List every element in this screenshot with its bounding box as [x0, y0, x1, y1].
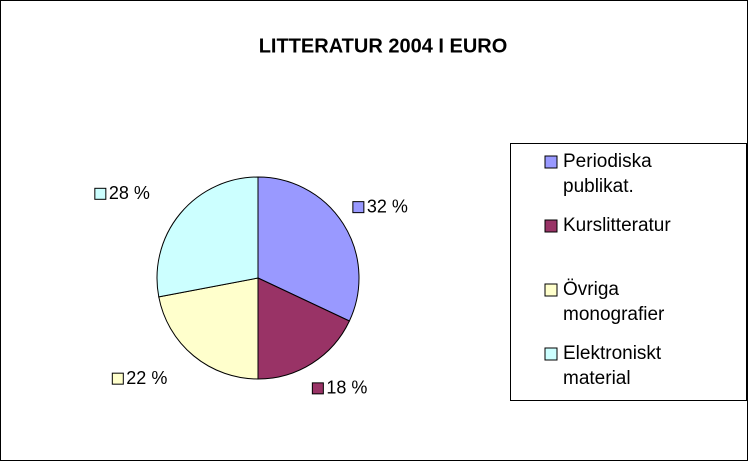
legend-swatch [544, 155, 558, 169]
legend-line: publikat. [563, 176, 634, 197]
legend-line: material [563, 368, 631, 389]
legend-label: Övriga monografier [563, 279, 665, 325]
label-swatch [352, 201, 365, 214]
label-swatch [94, 187, 107, 200]
legend-label: Elektroniskt material [563, 343, 662, 389]
legend-label: Periodiska publikat. [563, 151, 652, 197]
chart-title: LITTERATUR 2004 I EURO [259, 35, 508, 57]
legend-swatch [544, 219, 558, 233]
label-swatch [111, 372, 124, 385]
data-label: 28 % [109, 183, 150, 203]
pie-slice [156, 176, 259, 298]
legend-line: monografier [563, 304, 665, 325]
legend-swatch [544, 347, 558, 361]
legend-swatch [544, 283, 558, 297]
legend-line: Periodiska [563, 151, 652, 172]
data-label: 32 % [367, 196, 408, 216]
data-label: 22 % [126, 368, 167, 388]
legend-label: Kurslitteratur [563, 215, 671, 236]
legend-line: Övriga [563, 279, 619, 300]
pie-slice [158, 277, 259, 380]
pie-slice [257, 277, 351, 380]
pie-slice [257, 176, 360, 322]
label-swatch [311, 382, 324, 395]
legend-line: Elektroniskt [563, 343, 662, 364]
data-label: 18 % [326, 378, 367, 398]
